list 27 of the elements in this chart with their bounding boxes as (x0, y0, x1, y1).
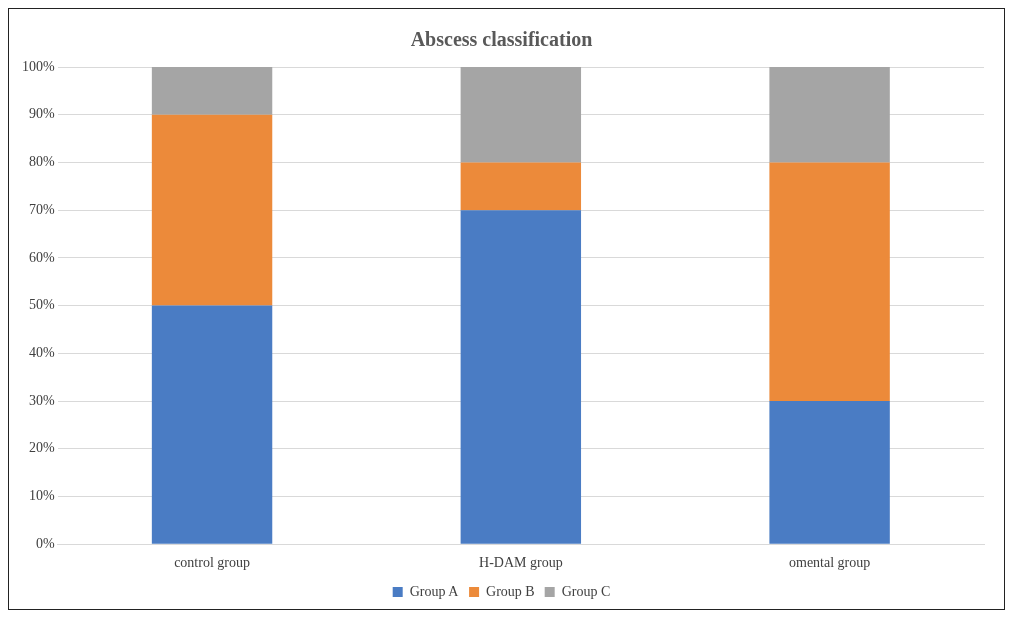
legend-label: Group A (409, 583, 460, 599)
bar (460, 210, 582, 544)
bar (769, 401, 890, 544)
bar (151, 67, 273, 115)
y-tick-label: 0% (35, 535, 55, 551)
chart-title: Abscess classification (410, 28, 593, 51)
y-tick-label: 30% (28, 392, 55, 408)
y-tick-label: 10% (28, 488, 55, 504)
legend-label: Group B (486, 583, 535, 599)
y-tick-label: 50% (28, 297, 55, 313)
y-tick-label: 70% (28, 201, 55, 217)
y-tick-label: 100% (21, 58, 55, 74)
x-tick-label: H-DAM group (479, 555, 563, 571)
bar (151, 305, 273, 544)
bar (460, 67, 582, 163)
x-tick-label: control group (174, 555, 250, 571)
y-tick-label: 80% (28, 154, 55, 170)
bar (769, 162, 890, 402)
bar (460, 162, 582, 211)
y-tick-label: 20% (28, 440, 55, 456)
y-tick-label: 90% (28, 106, 55, 122)
y-tick-label: 60% (28, 249, 55, 265)
legend-label: Group C (561, 583, 611, 599)
bar (151, 114, 273, 306)
bar (769, 67, 890, 163)
y-tick-label: 40% (28, 344, 55, 360)
x-tick-label: omental group (788, 555, 871, 571)
